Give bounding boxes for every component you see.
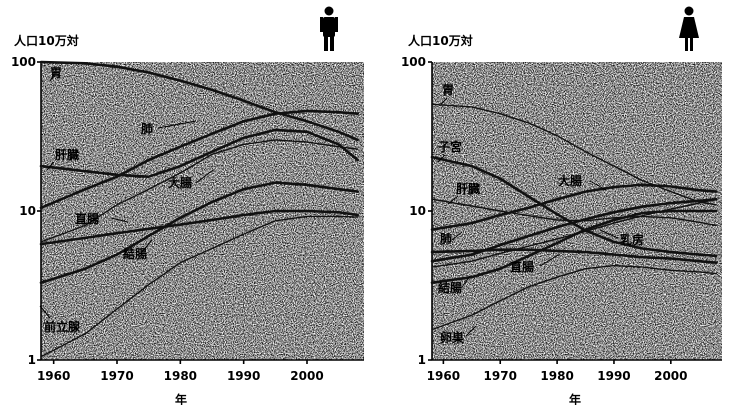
callout-line xyxy=(451,231,463,241)
y-tick-label: 10 xyxy=(19,204,36,218)
callout-line xyxy=(195,169,214,184)
y-tick-label: 100 xyxy=(11,55,36,69)
y-axis-unit-label: 人口10万対 xyxy=(408,33,473,48)
series-line-male-4 xyxy=(39,209,360,246)
series-line-female-5 xyxy=(431,198,717,268)
series-label: 大腸 xyxy=(168,175,192,190)
callout-line xyxy=(465,325,477,337)
series-label: 胃 xyxy=(50,66,62,80)
series-label: 結腸 xyxy=(123,246,147,261)
series-line-male-0 xyxy=(39,60,360,142)
y-tick-label: 10 xyxy=(409,204,426,218)
x-axis-label: 年 xyxy=(569,392,581,405)
series-line-female-6 xyxy=(430,248,718,265)
series-line-male-5 xyxy=(39,181,360,285)
x-tick-label: 1970 xyxy=(100,369,133,383)
series-line-female-8 xyxy=(431,264,717,331)
x-tick-label: 1960 xyxy=(427,369,460,383)
callout-line xyxy=(46,161,55,171)
series-label: 大腸 xyxy=(558,173,582,188)
callout-line xyxy=(39,305,51,319)
male-person-icon xyxy=(320,6,338,51)
series-line-male-1 xyxy=(39,109,360,210)
series-line-male-3 xyxy=(40,139,359,243)
x-axis-label: 年 xyxy=(175,392,187,405)
callout-line xyxy=(140,239,153,254)
callout-line xyxy=(447,195,459,205)
series-label: 肺 xyxy=(440,231,452,246)
series-label: 肺 xyxy=(141,121,153,136)
callout-line xyxy=(157,120,197,129)
callout-line xyxy=(461,275,471,288)
x-tick-label: 1990 xyxy=(227,369,260,383)
callout-line xyxy=(599,229,619,239)
x-tick-label: 1960 xyxy=(37,369,70,383)
series-label: 前立腺 xyxy=(44,319,81,334)
series-label: 肝臓 xyxy=(456,181,480,196)
x-tick-label: 1980 xyxy=(164,369,197,383)
female-person-icon xyxy=(679,6,699,51)
series-label: 子宮 xyxy=(438,139,462,154)
series-line-female-0 xyxy=(431,103,717,206)
callout-line xyxy=(539,253,561,267)
series-line-male-6 xyxy=(40,215,359,358)
x-tick-label: 1970 xyxy=(484,369,517,383)
x-tick-label: 2000 xyxy=(654,369,687,383)
y-tick-label: 100 xyxy=(401,55,426,69)
series-label: 肝臓 xyxy=(55,147,79,162)
series-label: 結腸 xyxy=(438,280,462,295)
x-tick-label: 1980 xyxy=(540,369,573,383)
series-line-female-3 xyxy=(430,183,718,231)
series-line-female-7 xyxy=(430,209,718,285)
callout-line xyxy=(589,180,607,191)
callout-line xyxy=(437,154,446,163)
callout-line xyxy=(110,217,129,223)
series-line-male-2 xyxy=(39,128,360,178)
callout-line xyxy=(440,97,448,105)
series-label: 乳房 xyxy=(620,232,644,247)
series-label: 卵巣 xyxy=(440,330,465,345)
callout-line xyxy=(49,71,57,82)
x-tick-label: 1990 xyxy=(597,369,630,383)
series-label: 直腸 xyxy=(510,259,534,274)
series-label: 直腸 xyxy=(75,211,99,226)
series-label: 胃 xyxy=(442,83,454,97)
y-tick-label: 1 xyxy=(28,353,36,367)
series-line-female-2 xyxy=(431,198,717,227)
x-tick-label: 2000 xyxy=(290,369,323,383)
y-axis-unit-label: 人口10万対 xyxy=(14,33,79,48)
y-tick-label: 1 xyxy=(418,353,426,367)
series-line-female-4 xyxy=(430,197,718,263)
